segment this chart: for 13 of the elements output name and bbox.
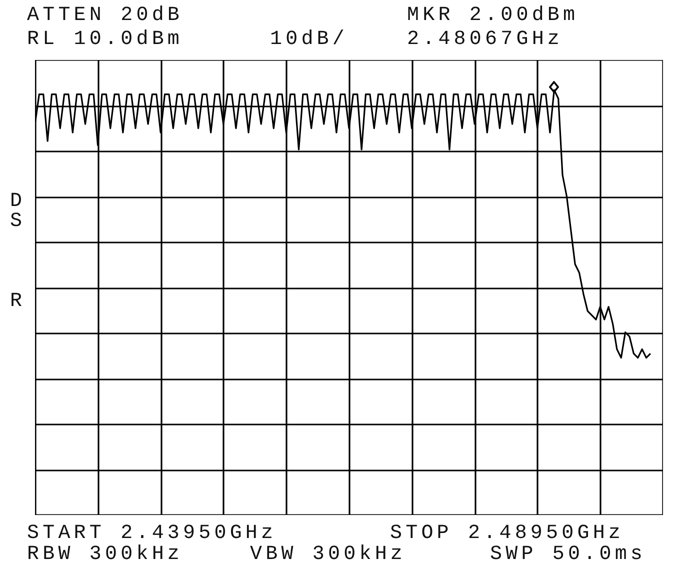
text: MKR 2.00dBm: [407, 4, 579, 27]
text: ATTEN 20dB: [27, 4, 184, 27]
text: 10dB/: [270, 28, 348, 51]
text: VBW 300kHz: [250, 543, 406, 566]
text: START 2.43950GHz: [27, 522, 277, 545]
text: STOP 2.48950GHz: [390, 522, 624, 545]
text: 2.48067GHz: [407, 28, 564, 51]
text: D: [10, 190, 26, 213]
text: RL 10.0dBm: [27, 28, 184, 51]
text: SWP 50.0ms: [490, 543, 646, 566]
text: R: [10, 290, 26, 313]
text: S: [10, 210, 26, 233]
text: RBW 300kHz: [27, 543, 184, 566]
